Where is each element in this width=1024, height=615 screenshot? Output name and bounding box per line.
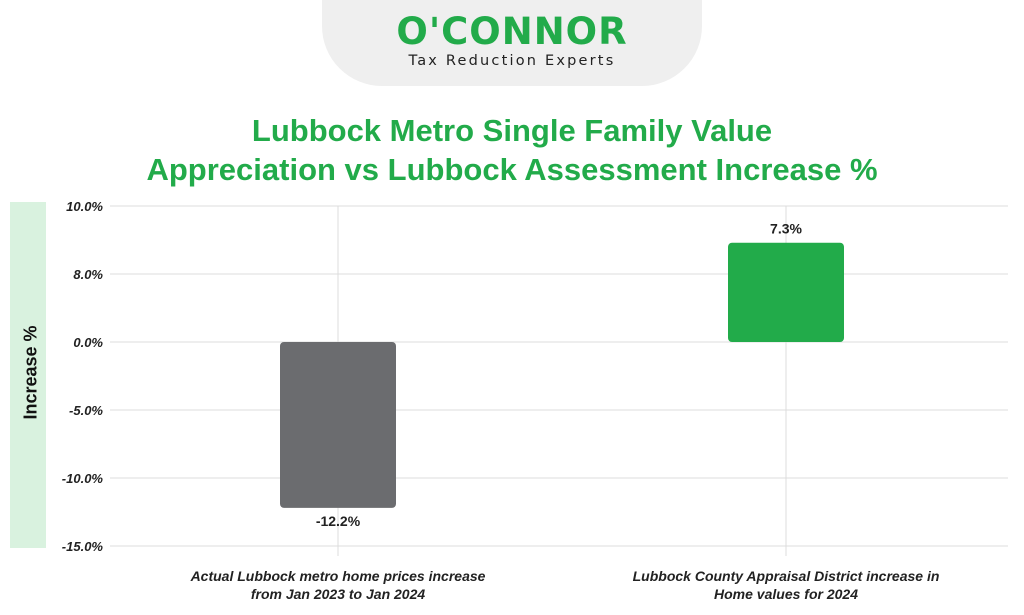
category-label-2-line-2: Home values for 2024: [714, 586, 858, 602]
chart-title-line-2: Appreciation vs Lubbock Assessment Incre…: [146, 152, 878, 187]
data-label-1: -12.2%: [316, 513, 361, 529]
y-tick-label: -15.0%: [62, 539, 104, 554]
logo-tab: O'CONNOR Tax Reduction Experts: [322, 0, 702, 86]
data-label-2: 7.3%: [770, 221, 802, 237]
category-label-2-line-1: Lubbock County Appraisal District increa…: [632, 568, 940, 584]
logo-wordmark: O'CONNOR: [396, 10, 628, 53]
y-tick-label: -5.0%: [69, 403, 103, 418]
y-tick-label: 10.0%: [66, 199, 103, 214]
bar-2: [728, 242, 844, 342]
category-label-1-line-2: from Jan 2023 to Jan 2024: [250, 586, 426, 602]
y-tick-label: -10.0%: [62, 471, 104, 486]
chart-title-line-1: Lubbock Metro Single Family Value: [251, 113, 773, 148]
bar-1: [280, 342, 396, 508]
category-label-1-line-1: Actual Lubbock metro home prices increas…: [190, 568, 486, 584]
logo-tagline: Tax Reduction Experts: [408, 53, 616, 69]
category-label-2: Lubbock County Appraisal District increa…: [606, 567, 966, 603]
y-tick-label: 0.0%: [73, 335, 103, 350]
y-tick-label: 8.0%: [73, 267, 103, 282]
y-axis-label-band: [10, 202, 46, 548]
category-label-1: Actual Lubbock metro home prices increas…: [158, 567, 518, 603]
